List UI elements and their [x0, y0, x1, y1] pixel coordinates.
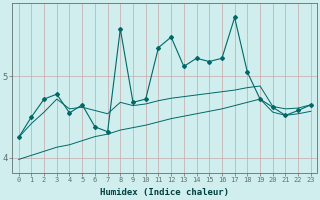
X-axis label: Humidex (Indice chaleur): Humidex (Indice chaleur) [100, 188, 229, 197]
